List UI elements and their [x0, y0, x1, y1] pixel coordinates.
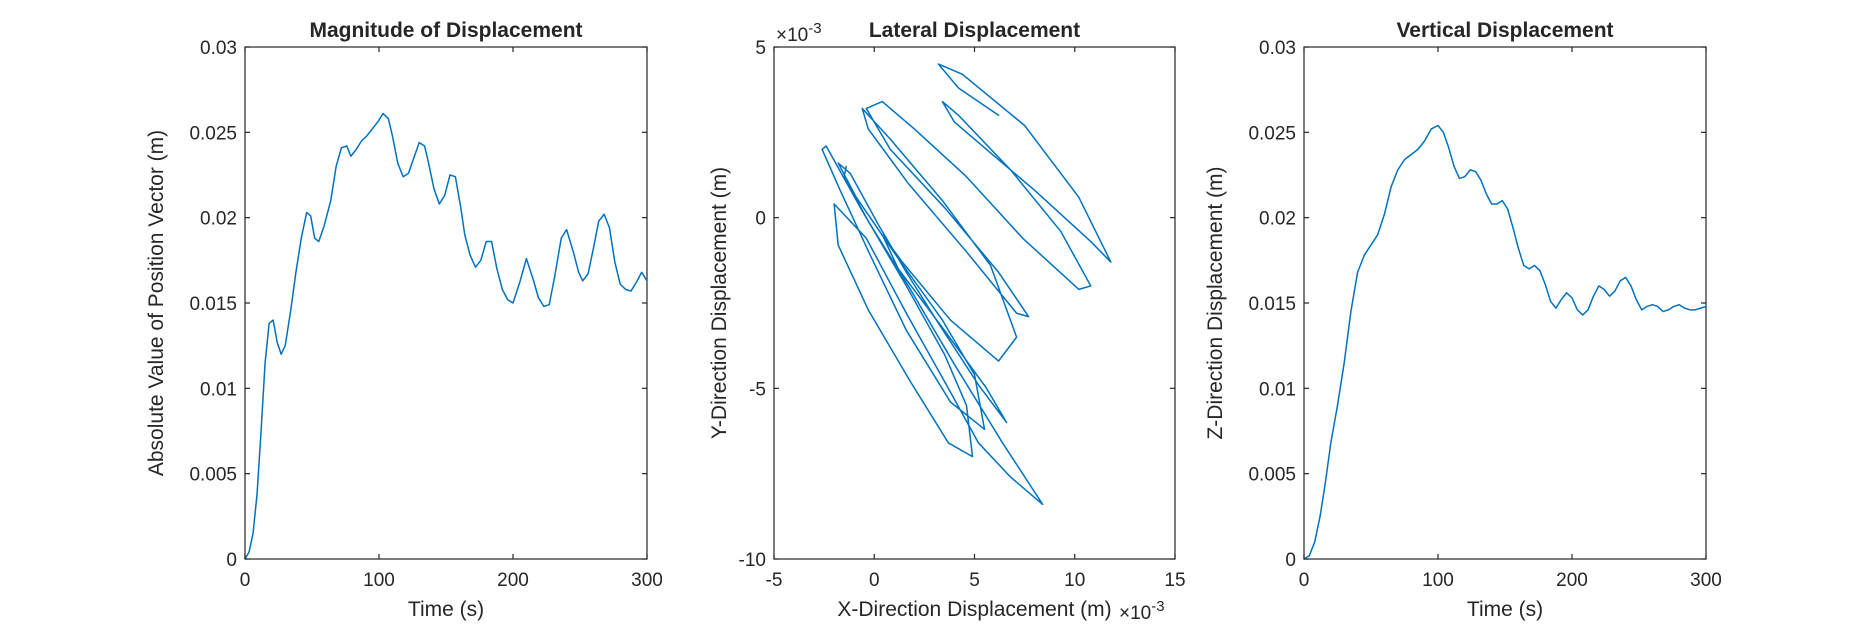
right-axes-box	[1303, 46, 1707, 560]
right-xtick-label: 0	[1299, 570, 1310, 591]
middle-xtick-label: 15	[1164, 570, 1185, 591]
right-ytick-label: 0.01	[1259, 379, 1296, 400]
middle-y-axis-label: Y-Direction Displacement (m)	[708, 167, 731, 439]
right-subplot-title: Vertical Displacement	[1396, 19, 1613, 42]
left-series-line-0	[244, 112, 648, 560]
right-ytick-label: 0	[1285, 550, 1296, 571]
left-xtick-label: 200	[497, 570, 529, 591]
right-ytick-label: 0.02	[1259, 209, 1296, 230]
left-subplot: 0 100 200 300 0 0.005 0.01 0.015 0.02 0.025 0.03 Ma…	[145, 19, 663, 621]
middle-ytick-label: 5	[755, 38, 766, 59]
right-series-line-0	[1303, 124, 1707, 560]
middle-ytick-label: -5	[749, 379, 766, 400]
middle-series-line-0	[821, 63, 1112, 506]
left-xtick-label: 0	[240, 570, 251, 591]
middle-ytick-label: 0	[755, 209, 766, 230]
left-ytick-label: 0	[226, 550, 237, 571]
middle-xtick-label: -5	[766, 570, 783, 591]
right-y-axis-label: Z-Direction Displacement (m)	[1204, 166, 1227, 439]
middle-xtick-label: 0	[869, 570, 880, 591]
middle-xtick-label: 5	[969, 570, 980, 591]
right-xtick-label: 100	[1422, 570, 1454, 591]
right-xtick-label: 200	[1556, 570, 1588, 591]
left-axes-box	[244, 46, 648, 560]
left-ytick-label: 0.015	[189, 294, 237, 315]
left-ytick-label: 0.01	[200, 379, 237, 400]
middle-ytick-label: -10	[739, 550, 766, 571]
right-x-axis-label: Time (s)	[1467, 598, 1543, 621]
middle-x-axis-label: X-Direction Displacement (m)	[837, 598, 1111, 621]
middle-xtick-label: 10	[1064, 570, 1085, 591]
left-subplot-title: Magnitude of Displacement	[309, 19, 582, 42]
middle-axes-box	[773, 46, 1176, 560]
left-ytick-label: 0.02	[200, 209, 237, 230]
middle-subplot-title: Lateral Displacement	[869, 19, 1080, 42]
right-ytick-label: 0.005	[1248, 465, 1296, 486]
right-ytick-label: 0.025	[1248, 123, 1296, 144]
middle-y-exponent-label: ×10-3	[776, 20, 822, 46]
right-xtick-label: 300	[1690, 570, 1722, 591]
middle-x-exponent-label: ×10-3	[1119, 598, 1165, 624]
right-ytick-label: 0.015	[1248, 294, 1296, 315]
left-xtick-label: 100	[363, 570, 395, 591]
right-subplot: 0 100 200 300 0 0.005 0.01 0.015 0.02 0.025 0.03 Ve…	[1204, 19, 1722, 621]
left-ytick-label: 0.03	[200, 38, 237, 59]
left-x-axis-label: Time (s)	[408, 598, 484, 621]
right-ytick-label: 0.03	[1259, 38, 1296, 59]
left-ytick-label: 0.005	[189, 465, 237, 486]
left-xtick-label: 300	[631, 570, 663, 591]
left-ytick-label: 0.025	[189, 123, 237, 144]
left-y-axis-label: Absolute Value of Position Vector (m)	[145, 130, 168, 476]
